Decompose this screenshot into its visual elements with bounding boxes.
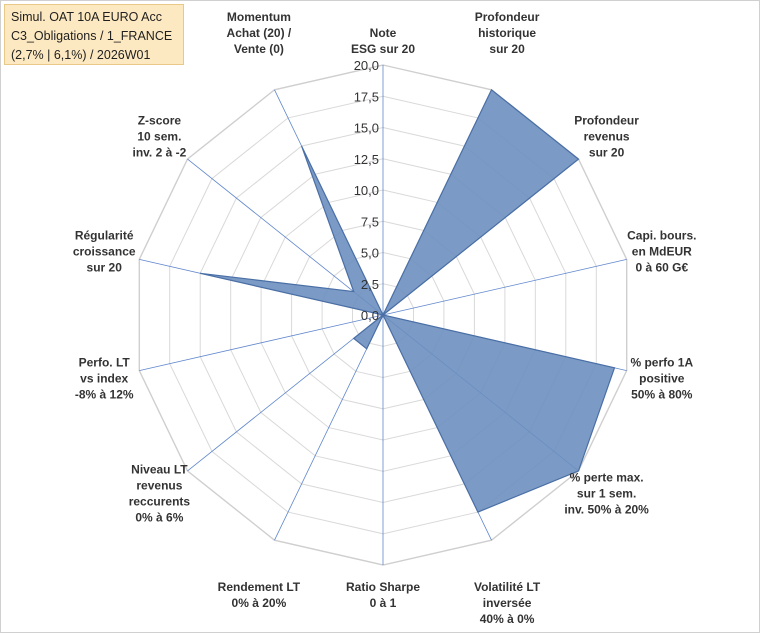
- axis-label-line: vs index: [80, 372, 128, 386]
- tick-layer: 0,0 2,5 5,0 7,5 10,0 12,5 15,0 17,5 20,0: [354, 58, 379, 323]
- axis-label-line: croissance: [73, 244, 136, 258]
- axis-label-line: Profondeur: [574, 114, 639, 128]
- axis-label: Profondeur revenus sur 20: [574, 114, 639, 160]
- axis-label-line: sur 20: [87, 260, 123, 274]
- axis-label: Ratio Sharpe 0 à 1: [346, 580, 420, 610]
- label-layer: Note ESG sur 20 Profondeur historique sur 20…: [73, 10, 697, 626]
- axis-label-line: % perfo 1A: [630, 356, 693, 370]
- axis-label-line: Niveau LT: [131, 462, 188, 476]
- axis-label-line: 40% à 0%: [480, 612, 535, 626]
- axis-label: Volatilité LT inversée 40% à 0%: [474, 580, 541, 626]
- series-area: [200, 88, 616, 513]
- axis-label-line: inv. 50% à 20%: [564, 502, 649, 516]
- axis-label: Régularité croissance sur 20: [73, 228, 136, 274]
- axis-label-line: 0 à 60 G€: [635, 260, 688, 274]
- axis-label-line: Perfo. LT: [79, 356, 131, 370]
- radial-tick-label: 0,0: [361, 308, 379, 323]
- axis-label-line: sur 1 sem.: [577, 486, 636, 500]
- axis-label-line: Profondeur: [475, 10, 540, 24]
- radial-tick-label: 12,5: [354, 152, 379, 167]
- axis-label: % perte max. sur 1 sem. inv. 50% à 20%: [564, 470, 649, 516]
- axis-label-line: 50% à 80%: [631, 388, 693, 402]
- axis-label-line: Momentum: [227, 10, 291, 24]
- axis-spoke: [187, 314, 384, 472]
- axis-label-line: 10 sem.: [137, 130, 181, 144]
- series-layer: [200, 88, 616, 513]
- axis-label: Capi. bours. en MdEUR 0 à 60 G€: [627, 228, 696, 274]
- axis-label-line: Z-score: [138, 114, 182, 128]
- axis-label-line: en MdEUR: [632, 244, 692, 258]
- axis-label-line: historique: [478, 26, 536, 40]
- axis-label-line: Note: [370, 26, 397, 40]
- axis-label-line: Régularité: [75, 228, 134, 242]
- axis-label-line: Achat (20) /: [227, 26, 292, 40]
- axis-label-line: Volatilité LT: [474, 580, 541, 594]
- axis-label-line: reccurents: [129, 494, 191, 508]
- axis-label: Niveau LT revenus reccurents 0% à 6%: [129, 462, 191, 524]
- fund-title-box: Simul. OAT 10A EURO Acc C3_Obligations /…: [4, 4, 184, 65]
- axis-label-line: % perte max.: [570, 470, 644, 484]
- axis-label-line: ESG sur 20: [351, 42, 415, 56]
- axis-label: Note ESG sur 20: [351, 26, 415, 56]
- axis-spoke: [187, 158, 384, 316]
- radial-tick-label: 15,0: [354, 121, 379, 136]
- axis-spoke: [139, 314, 384, 371]
- axis-label: Rendement LT 0% à 20%: [218, 580, 301, 610]
- title-line-1: Simul. OAT 10A EURO Acc: [11, 10, 162, 24]
- radial-tick-label: 17,5: [354, 89, 379, 104]
- axis-label-line: 0 à 1: [370, 596, 397, 610]
- axis-label-line: inversée: [483, 596, 532, 610]
- title-line-2: C3_Obligations / 1_FRANCE: [11, 29, 173, 43]
- axis-label-line: Capi. bours.: [627, 228, 696, 242]
- axis-label: Z-score 10 sem. inv. 2 à -2: [132, 114, 186, 160]
- axis-label-line: Ratio Sharpe: [346, 580, 420, 594]
- axis-label: Profondeur historique sur 20: [475, 10, 540, 56]
- axis-label-line: revenus: [584, 130, 630, 144]
- axis-label-line: Vente (0): [234, 42, 284, 56]
- radial-tick-label: 5,0: [361, 246, 379, 261]
- radial-tick-label: 7,5: [361, 214, 379, 229]
- axis-label-line: 0% à 20%: [232, 596, 287, 610]
- axis-label-line: revenus: [136, 478, 182, 492]
- axis-label: Perfo. LT vs index -8% à 12%: [75, 356, 134, 402]
- axis-label-line: sur 20: [489, 42, 525, 56]
- axis-spoke: [382, 259, 627, 316]
- axis-label-line: sur 20: [589, 146, 625, 160]
- axis-label: % perfo 1A positive 50% à 80%: [630, 356, 693, 402]
- title-line-3: (2,7% | 6,1%) / 2026W01: [11, 48, 151, 62]
- axis-label-line: inv. 2 à -2: [132, 146, 186, 160]
- axis-label: Momentum Achat (20) / Vente (0): [227, 10, 292, 56]
- radial-tick-label: 20,0: [354, 58, 379, 73]
- axis-label-line: -8% à 12%: [75, 388, 134, 402]
- axis-label-line: 0% à 6%: [135, 510, 183, 524]
- axis-label-line: Rendement LT: [218, 580, 301, 594]
- axis-label-line: positive: [639, 372, 685, 386]
- axis-spoke: [274, 314, 384, 541]
- radial-tick-label: 2,5: [361, 277, 379, 292]
- radial-tick-label: 10,0: [354, 183, 379, 198]
